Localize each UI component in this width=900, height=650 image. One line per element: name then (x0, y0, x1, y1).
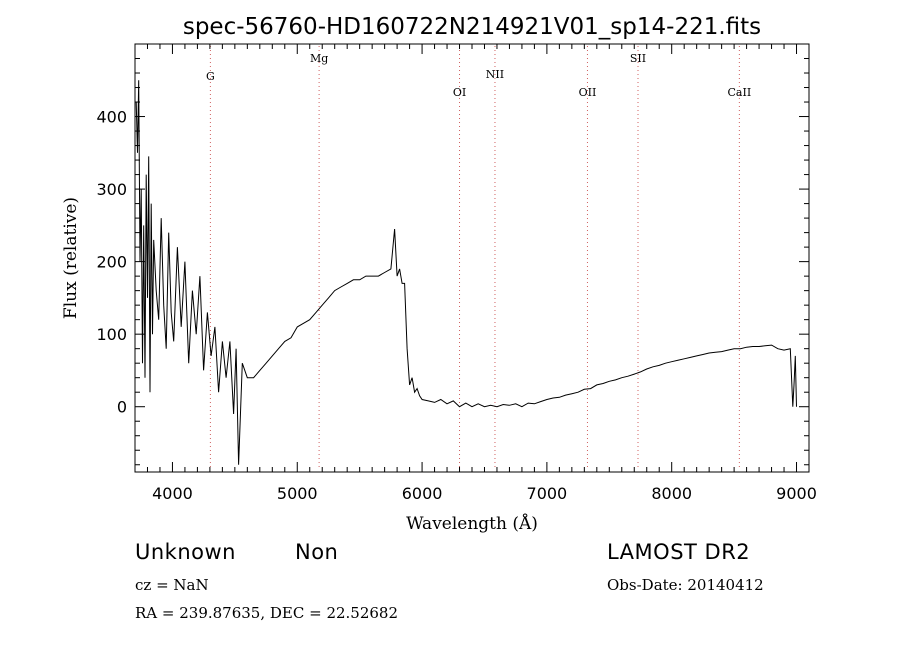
spectral-line-label-sii: SII (630, 52, 646, 65)
spectral-line-markers: G Mg OI NII OII SII CaII (206, 46, 751, 470)
x-tick-label: 4000 (152, 484, 193, 503)
spectral-line-label-nii: NII (486, 68, 504, 81)
y-tick-label: 400 (96, 108, 127, 127)
spectral-line-label-g: G (206, 70, 215, 83)
spectral-line-label-mg: Mg (310, 52, 328, 65)
x-tick-label: 9000 (776, 484, 817, 503)
x-axis: 4000 5000 6000 7000 8000 9000 (134, 44, 817, 503)
y-tick-label: 0 (117, 398, 127, 417)
y-tick-label: 100 (96, 325, 127, 344)
y-tick-label: 300 (96, 180, 127, 199)
survey-name: LAMOST DR2 (607, 540, 751, 564)
coordinates-text: RA = 239.87635, DEC = 22.52682 (135, 604, 399, 622)
spectral-line-label-caii: CaII (728, 86, 752, 99)
object-subclass: Non (295, 540, 339, 564)
x-tick-label: 8000 (651, 484, 692, 503)
plot-frame (134, 43, 810, 473)
spectral-line-label-oi: OI (453, 86, 466, 99)
object-class: Unknown (135, 540, 236, 564)
observation-date: Obs-Date: 20140412 (607, 576, 764, 594)
spectrum-line (135, 80, 797, 465)
spectral-line-label-oii: OII (579, 86, 597, 99)
x-axis-label: Wavelength (Å) (406, 513, 538, 534)
redshift-text: cz = NaN (135, 576, 209, 594)
x-tick-label: 6000 (402, 484, 443, 503)
x-tick-label: 7000 (527, 484, 568, 503)
y-axis-label: Flux (relative) (61, 197, 81, 319)
x-tick-label: 5000 (277, 484, 318, 503)
chart-title: spec-56760-HD160722N214921V01_sp14-221.f… (183, 14, 761, 40)
y-tick-label: 200 (96, 253, 127, 272)
y-axis: 0 100 200 300 400 (96, 58, 809, 466)
